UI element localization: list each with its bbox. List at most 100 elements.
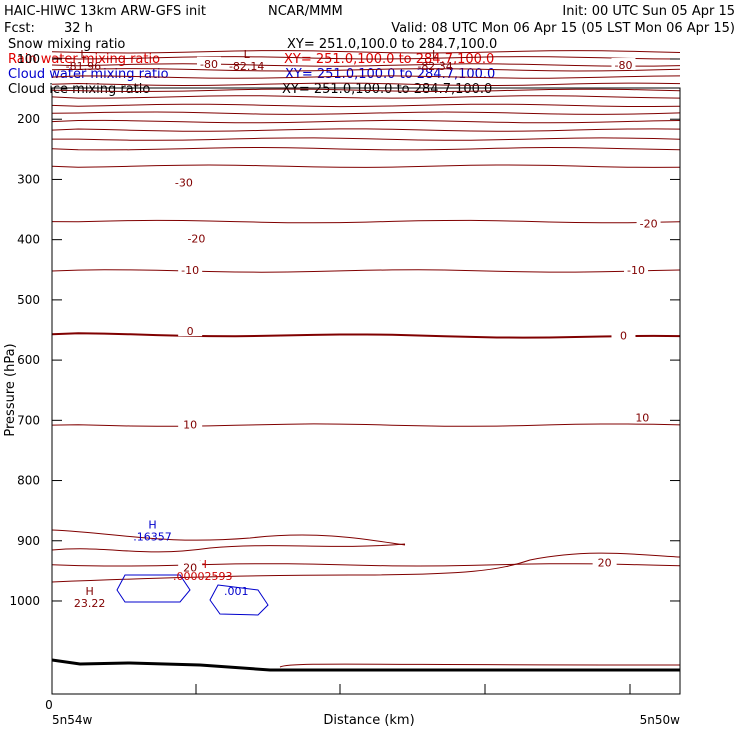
isotherm-label: 10: [183, 419, 197, 432]
isotherm-line: [51, 111, 681, 115]
y-tick-label: 1000: [9, 594, 40, 608]
isotherm-label: 20: [183, 561, 197, 574]
x-axis: [195, 684, 631, 694]
legend-cloudice-label: Cloud ice mixing ratio: [8, 82, 150, 97]
isotherm-mid-level: [51, 552, 681, 583]
isotherm-label-bg: [624, 262, 649, 275]
isotherm-line: [51, 423, 681, 427]
isotherm-label-bg: [171, 175, 196, 188]
isotherm-label: -80: [614, 59, 632, 72]
y-tick-label: 100: [17, 52, 40, 66]
isotherm-label: -80: [200, 58, 218, 71]
fcst-value: 32 h: [64, 21, 93, 36]
isotherm-line: [51, 63, 681, 67]
extremum-marker: H: [148, 519, 156, 532]
legend: Snow mixing ratio XY= 251.0,100.0 to 284…: [8, 37, 497, 97]
model-title: HAIC-HIWC 13km ARW-GFS init: [4, 4, 206, 19]
isotherm-line: [51, 103, 681, 108]
isotherm-line: [51, 563, 681, 567]
isotherm-line: [51, 75, 681, 79]
isotherm-label-bg: [184, 231, 209, 244]
isotherm-label: 0: [187, 325, 194, 338]
isotherm-line: [52, 137, 681, 141]
isotherm-line: [51, 269, 681, 273]
extremum-marker: H: [199, 558, 207, 571]
isotherm-label: -20: [640, 217, 658, 230]
isotherm-line: [51, 68, 681, 72]
legend-snow-xy: XY= 251.0,100.0 to 284.7,100.0: [287, 37, 497, 52]
isotherm-line: [51, 88, 681, 93]
legend-rain-xy: XY= 251.0,100.0 to 284.7,100.0: [284, 52, 494, 67]
y-tick-label: 500: [17, 293, 40, 307]
isotherm-layer: [51, 50, 681, 567]
isotherm-line: [51, 219, 681, 224]
isotherm-line: [51, 95, 681, 99]
y-axis-title: Pressure (hPa): [3, 343, 18, 436]
extremum-value: .16357: [133, 531, 172, 544]
x-start-label: 5n54w: [52, 713, 93, 727]
y-tick-label: 200: [17, 112, 40, 126]
extremum-value: -81.96: [66, 60, 101, 73]
isotherm-label: 10: [635, 411, 649, 424]
plot-frame: [51, 87, 681, 695]
isotherm-line: [51, 164, 681, 168]
extremum-marker: L: [432, 48, 439, 61]
extremum-value: -82.34: [417, 60, 452, 73]
extremum-value: .00002593: [173, 570, 233, 583]
x-axis-title: Distance (km): [323, 713, 414, 728]
isotherm-label-bg: [636, 216, 661, 229]
plot-area: .001 L-81.96L-82.14L-82.34H23.22H.16357H…: [9, 48, 681, 695]
legend-rain-label: Rain water mixing ratio: [8, 52, 160, 67]
legend-cloudwater-label: Cloud water mixing ratio: [8, 67, 169, 82]
terrain-line: [51, 658, 680, 672]
isotherm-label-bg: [592, 555, 617, 568]
fcst-label: Fcst:: [4, 21, 35, 36]
isotherm-label: 0: [620, 329, 627, 342]
isotherm-label: -30: [175, 176, 193, 189]
isotherm-label-bg: [630, 410, 655, 423]
extremum-value: 23.22: [74, 597, 106, 610]
isotherm-label: -10: [627, 264, 645, 277]
isotherm-label: -20: [187, 232, 205, 245]
isotherm-label: 20: [598, 556, 612, 569]
init-time: Init: 00 UTC Sun 05 Apr 15: [562, 4, 735, 19]
isotherm-label-bg: [178, 417, 203, 430]
isotherm-label-bg: [611, 58, 636, 71]
isotherm-label-bg: [197, 56, 221, 69]
isotherm-label-bg: [611, 328, 636, 341]
cloud-water-contours: .001: [116, 574, 269, 616]
y-tick-label: 300: [17, 172, 40, 186]
isotherm-labels: -80 -80 -30 -20 -20 -10 -10 0 0 10 10 20 20: [171, 56, 661, 574]
cloud-water-contour-1: [116, 574, 191, 603]
isotherm-line: [51, 56, 681, 60]
x-end-label: 5n50w: [640, 713, 681, 727]
isotherm-line: [51, 50, 681, 54]
isotherm-line: [51, 332, 681, 339]
x-origin-label: 0: [45, 698, 53, 712]
y-tick-label: 800: [17, 474, 40, 488]
org-label: NCAR/MMM: [268, 4, 343, 19]
isotherm-label: -10: [181, 264, 199, 277]
cloud-water-contour-label: .001: [224, 585, 249, 598]
isotherm-line: [51, 119, 681, 124]
isotherm-low-level-1: [51, 529, 406, 546]
valid-time: Valid: 08 UTC Mon 06 Apr 15 (05 LST Mon …: [391, 21, 735, 36]
extremum-value: -82.14: [229, 60, 264, 73]
isotherm-label-bg: [178, 560, 203, 573]
y-tick-label: 400: [17, 233, 40, 247]
extra-contours: [51, 529, 681, 668]
isotherm-label-bg: [178, 262, 203, 275]
extremum-marker: L: [80, 48, 87, 61]
extrema-layer: L-81.96L-82.14L-82.34H23.22H.16357H.0000…: [66, 48, 453, 610]
isotherm-near-surface: [279, 663, 681, 668]
y-tick-label: 900: [17, 534, 40, 548]
isotherm-low-level-2: [51, 543, 406, 553]
y-tick-label: 600: [17, 353, 40, 367]
extremum-marker: H: [86, 585, 94, 598]
isotherm-line: [51, 128, 681, 132]
legend-cloudice-xy: XY= 251.0,100.0 to 284.7,100.0: [282, 82, 492, 97]
isotherm-line: [51, 146, 681, 151]
isotherm-label-bg: [178, 324, 203, 337]
